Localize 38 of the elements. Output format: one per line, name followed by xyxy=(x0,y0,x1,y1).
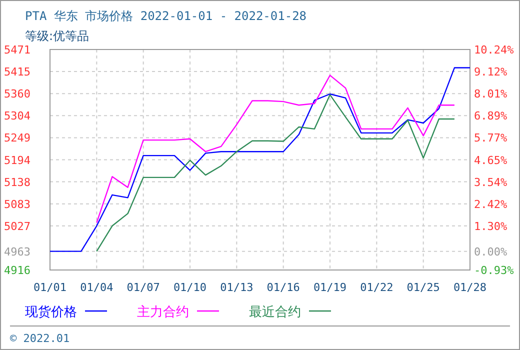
y-tick-label: 5027 xyxy=(4,220,30,233)
y2-tick-label: 3.54% xyxy=(474,176,508,189)
legend-label: 主力合约 xyxy=(137,304,189,320)
y2-tick-label: 1.30% xyxy=(474,220,508,233)
y-tick-label: 4916 xyxy=(4,264,30,277)
y2-tick-label: -0.93% xyxy=(474,264,514,277)
y2-tick-label: 10.24% xyxy=(474,44,514,56)
y2-tick-label: 8.01% xyxy=(474,88,508,101)
chart-subtitle: 等级:优等品 xyxy=(25,29,90,43)
x-tick-label: 01/13 xyxy=(220,281,254,294)
chart-title: PTA 华东 市场价格 2022-01-01 - 2022-01-28 xyxy=(25,9,307,23)
y-tick-label: 5360 xyxy=(4,88,30,101)
y2-tick-label: 5.77% xyxy=(474,132,508,145)
x-tick-label: 01/22 xyxy=(360,281,394,294)
x-tick-label: 01/16 xyxy=(266,281,300,294)
legend-label: 最近合约 xyxy=(249,305,301,320)
x-tick-label: 01/28 xyxy=(453,281,487,294)
y2-tick-label: 0.00% xyxy=(474,246,508,259)
y2-tick-label: 9.12% xyxy=(474,66,508,79)
legend-label: 现货价格 xyxy=(25,305,77,320)
x-tick-label: 01/25 xyxy=(406,281,440,294)
y-tick-label: 5083 xyxy=(4,198,30,211)
x-tick-label: 01/04 xyxy=(80,281,114,294)
y-tick-label: 5138 xyxy=(4,176,30,189)
x-tick-label: 01/10 xyxy=(173,281,207,294)
y2-tick-label: 2.42% xyxy=(474,198,508,211)
y-tick-label: 5415 xyxy=(4,66,30,79)
y2-tick-label: 6.89% xyxy=(474,110,508,123)
y-tick-label: 4963 xyxy=(4,245,30,258)
x-tick-label: 01/07 xyxy=(126,281,160,294)
y-tick-label: 5304 xyxy=(4,110,31,123)
y-tick-label: 5249 xyxy=(4,132,30,145)
text: © 2022.01 xyxy=(10,332,70,345)
y2-tick-label: 4.65% xyxy=(474,154,508,167)
x-tick-label: 01/19 xyxy=(313,281,347,294)
y-tick-label: 5194 xyxy=(4,154,31,167)
x-tick-label: 01/01 xyxy=(33,281,67,294)
y-tick-label: 5471 xyxy=(4,44,30,56)
